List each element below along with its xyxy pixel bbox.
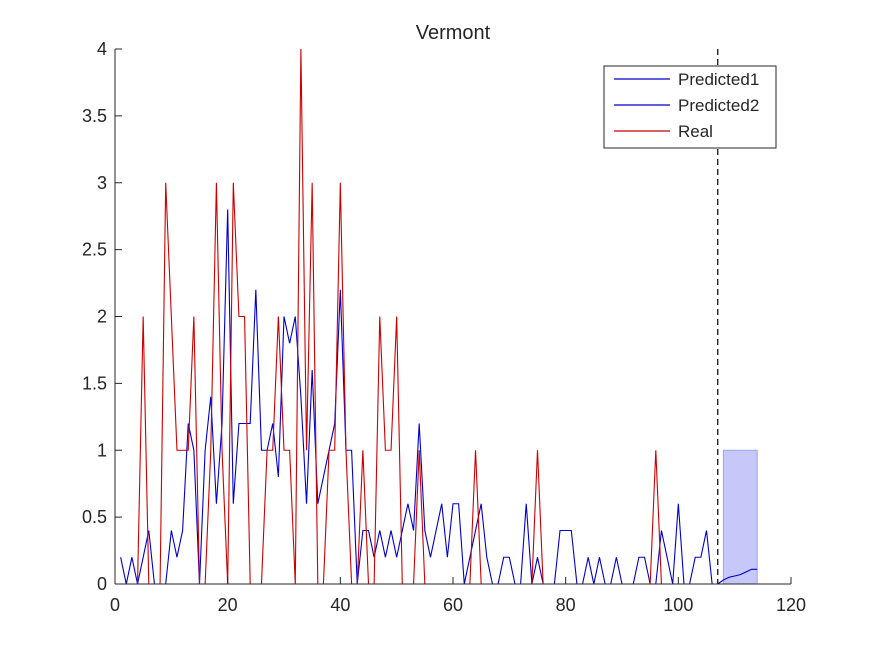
x-tick-label: 20	[218, 595, 238, 615]
y-tick-label: 4	[97, 39, 107, 59]
forecast-band	[722, 449, 758, 585]
y-tick-label: 2.5	[82, 240, 107, 260]
y-tick-label: 0	[97, 574, 107, 594]
x-tick-label: 40	[330, 595, 350, 615]
axes: 0 20 40 60 80 100 120 0 0.5 1 1.5 2 2.5 3 3.5 4	[82, 39, 806, 615]
legend: Predicted1 Predicted2 Real	[603, 65, 777, 149]
legend-label-real: Real	[678, 122, 713, 141]
y-tick-label: 3.5	[82, 106, 107, 126]
x-tick-label: 80	[556, 595, 576, 615]
y-tick-label: 3	[97, 173, 107, 193]
y-tick-label: 1	[97, 440, 107, 460]
legend-label-predicted1: Predicted1	[678, 70, 759, 89]
plot-area	[120, 48, 758, 585]
y-tick-label: 0.5	[82, 507, 107, 527]
x-tick-label: 120	[776, 595, 806, 615]
x-tick-label: 0	[110, 595, 120, 615]
series-line-predicted1	[120, 209, 718, 585]
x-tick-label: 100	[663, 595, 693, 615]
y-tick-label: 2	[97, 307, 107, 327]
series-line-predicted2	[717, 568, 758, 585]
x-tick-label: 60	[443, 595, 463, 615]
legend-label-predicted2: Predicted2	[678, 96, 759, 115]
legend-box	[603, 65, 777, 149]
y-tick-label: 1.5	[82, 373, 107, 393]
chart-title: Vermont	[416, 22, 491, 44]
